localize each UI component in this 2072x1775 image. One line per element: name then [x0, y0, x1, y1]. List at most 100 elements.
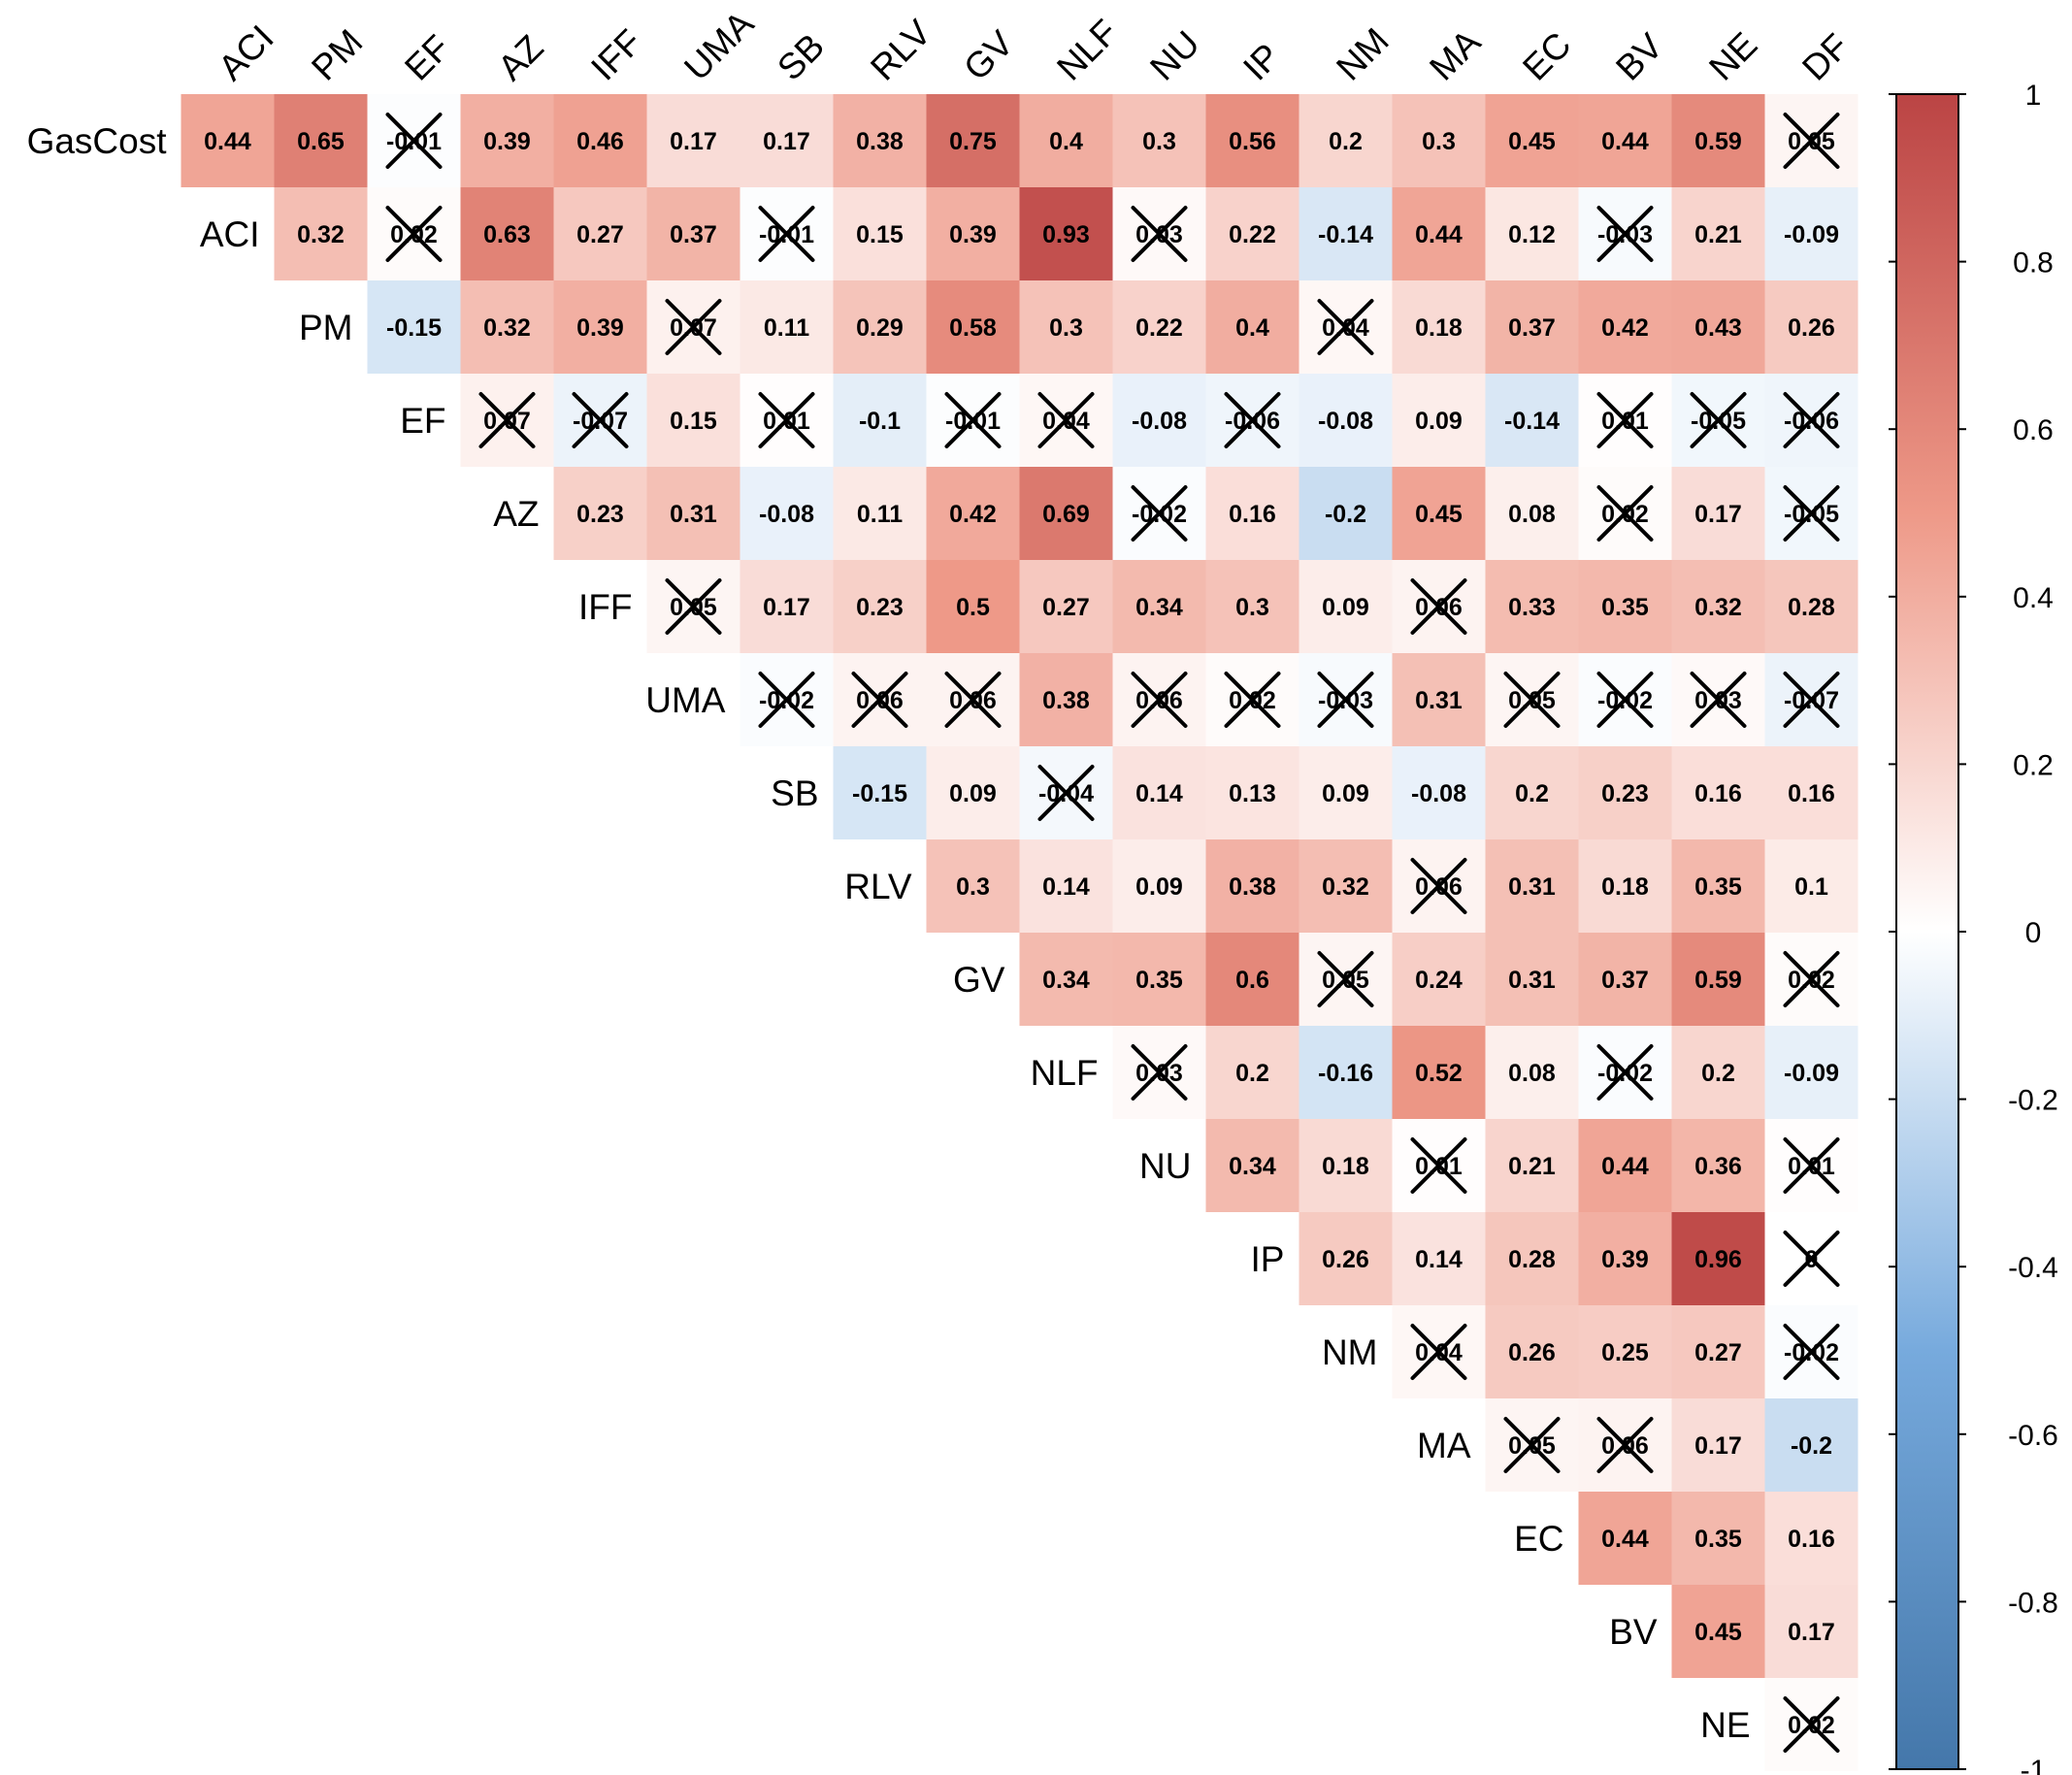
- cell-value-label: 0.44: [204, 128, 251, 155]
- row-label: GV: [953, 960, 1005, 1000]
- cell-value-label: 0.34: [1135, 594, 1183, 621]
- cell-value-label: 0.3: [1142, 128, 1176, 155]
- column-label: NU: [1142, 23, 1207, 88]
- heatmap-cell: [1112, 560, 1206, 653]
- column-labels: ACI PM EF AZ IFF UMA SB RLV GV NLF NU IP NM MA EC BV NE D…: [211, 3, 1857, 87]
- insignificant-cross-mark: [1317, 672, 1374, 728]
- heatmap-cell: [1299, 187, 1393, 280]
- cell-value-label: -0.2: [1325, 501, 1366, 528]
- insignificant-cross-mark: [758, 206, 815, 262]
- heatmap-cell: [1019, 467, 1113, 560]
- heatmap-cell: [740, 560, 834, 653]
- heatmap-cell: [1764, 280, 1858, 374]
- cell-value-label: 0.4: [1235, 314, 1269, 342]
- cell-value-label: 0.58: [949, 314, 997, 342]
- heatmap-cell: [1299, 374, 1393, 467]
- row-label: BV: [1609, 1612, 1658, 1652]
- colorbar-gradient: [1895, 93, 1959, 1770]
- cell-value-label: 0.25: [1601, 1339, 1649, 1366]
- heatmap-cell: [1019, 933, 1113, 1026]
- heatmap-cell: [1205, 280, 1299, 374]
- heatmap-cell: [1671, 1492, 1765, 1585]
- cell-value-label: 0.29: [856, 314, 904, 342]
- colorbar-tick-label: 0.4: [2013, 582, 2054, 614]
- cell-value-label: -0.14: [1504, 408, 1560, 435]
- cell-value-label: 0.17: [670, 128, 717, 155]
- cell-value-label: 0.34: [1229, 1153, 1276, 1180]
- heatmap-cell: [1205, 746, 1299, 839]
- cell-value-label: 0.3: [1422, 128, 1456, 155]
- cell-value-label: 0.31: [1508, 873, 1556, 901]
- heatmap-cell: [367, 280, 461, 374]
- insignificant-cross-mark: [944, 392, 1002, 448]
- heatmap-cells: 0.440.65-0.010.390.460.170.170.380.750.4…: [181, 94, 1858, 1771]
- insignificant-cross-mark: [1317, 951, 1374, 1007]
- cell-value-label: 0.16: [1788, 780, 1835, 807]
- cell-value-label: 0.17: [763, 594, 810, 621]
- cell-value-label: 0.46: [576, 128, 624, 155]
- heatmap-cell: [1671, 1212, 1765, 1305]
- cell-value-label: 0.59: [1694, 128, 1742, 155]
- cell-value-label: 0.39: [1601, 1246, 1649, 1273]
- row-label: GasCost: [27, 121, 168, 161]
- cell-value-label: 0.2: [1701, 1060, 1735, 1087]
- heatmap-cell: [460, 280, 554, 374]
- cell-value-label: 0.31: [1415, 687, 1463, 714]
- cell-value-label: 0.39: [576, 314, 624, 342]
- row-label: MA: [1417, 1426, 1471, 1465]
- heatmap-cell: [1299, 746, 1393, 839]
- cell-value-label: 0.16: [1229, 501, 1276, 528]
- cell-value-label: 0.09: [1322, 594, 1369, 621]
- insignificant-cross-mark: [1596, 206, 1654, 262]
- cell-value-label: -0.2: [1791, 1432, 1832, 1460]
- heatmap-cell: [1671, 1305, 1765, 1398]
- heatmap-cell: [833, 560, 927, 653]
- heatmap-cell: [1485, 933, 1579, 1026]
- heatmap-cell: [1112, 746, 1206, 839]
- heatmap-cell: [1485, 374, 1579, 467]
- heatmap-cell: [1019, 94, 1113, 187]
- insignificant-cross-mark: [1690, 672, 1747, 728]
- cell-value-label: -0.16: [1318, 1060, 1373, 1087]
- insignificant-cross-mark: [478, 392, 536, 448]
- cell-value-label: 0.2: [1515, 780, 1549, 807]
- insignificant-cross-mark: [1503, 1417, 1561, 1473]
- cell-value-label: 0.09: [949, 780, 997, 807]
- heatmap-cell: [1112, 839, 1206, 933]
- heatmap-cell: [926, 280, 1020, 374]
- insignificant-cross-mark: [851, 672, 908, 728]
- cell-value-label: 0.32: [1694, 594, 1742, 621]
- cell-value-label: 0.11: [764, 314, 809, 342]
- heatmap-cell: [1671, 1119, 1765, 1212]
- insignificant-cross-mark: [758, 392, 815, 448]
- cell-value-label: 0.5: [956, 594, 990, 621]
- heatmap-cell: [1205, 467, 1299, 560]
- heatmap-cell: [1299, 1212, 1393, 1305]
- heatmap-cell: [1392, 746, 1486, 839]
- cell-value-label: 0.09: [1322, 780, 1369, 807]
- row-label: NLF: [1031, 1053, 1099, 1093]
- heatmap-cell: [1671, 1398, 1765, 1492]
- insignificant-cross-mark: [665, 299, 722, 355]
- heatmap-cell: [926, 467, 1020, 560]
- cell-value-label: 0.3: [956, 873, 990, 901]
- insignificant-cross-mark: [1596, 1417, 1654, 1473]
- cell-value-label: 0.21: [1508, 1153, 1556, 1180]
- cell-value-label: 0.63: [483, 221, 531, 248]
- insignificant-cross-mark: [1317, 299, 1374, 355]
- insignificant-cross-mark: [944, 672, 1002, 728]
- row-label: AZ: [493, 494, 539, 534]
- column-label: NLF: [1049, 12, 1125, 87]
- column-label: ACI: [211, 17, 281, 88]
- heatmap-cell: [1019, 280, 1113, 374]
- cell-value-label: 0.32: [297, 221, 345, 248]
- cell-value-label: 0.13: [1229, 780, 1276, 807]
- insignificant-cross-mark: [1131, 485, 1188, 542]
- insignificant-cross-mark: [1783, 672, 1840, 728]
- cell-value-label: 0.35: [1694, 1526, 1742, 1553]
- cell-value-label: 0.14: [1135, 780, 1183, 807]
- cell-value-label: 0.15: [856, 221, 904, 248]
- cell-value-label: 0.44: [1601, 1526, 1649, 1553]
- cell-value-label: 0.23: [576, 501, 624, 528]
